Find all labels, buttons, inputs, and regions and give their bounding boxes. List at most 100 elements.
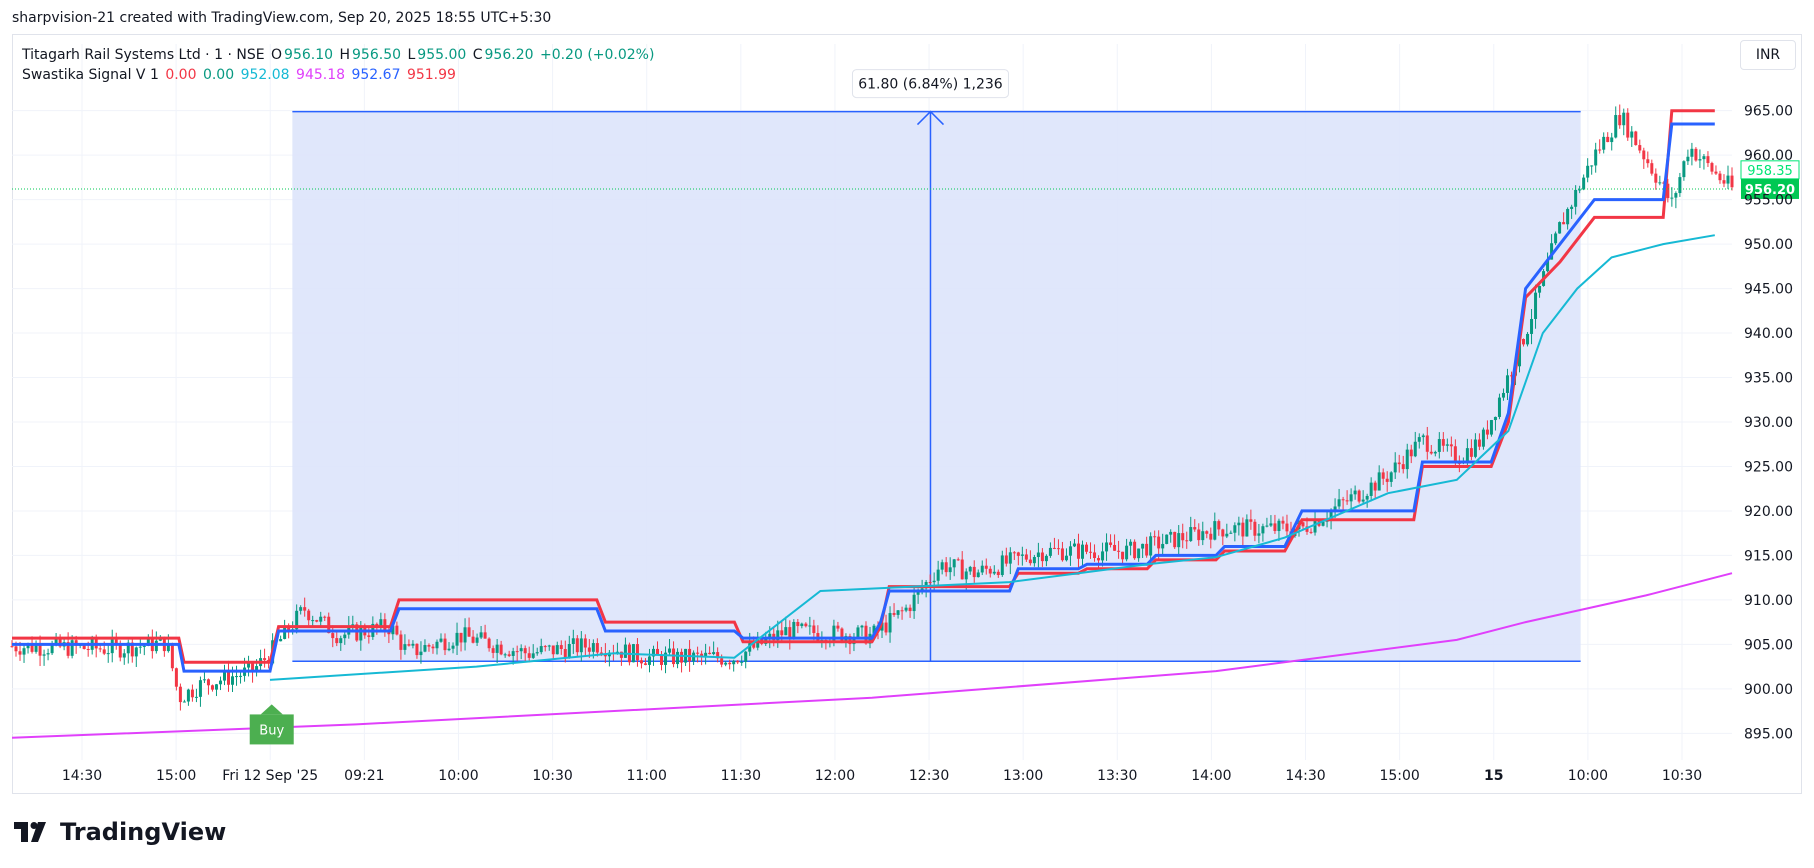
candle-body [1425, 435, 1429, 452]
candle-body [38, 645, 42, 656]
candle-body [1076, 543, 1080, 559]
candle-body [255, 666, 259, 673]
x-tick-label: 10:00 [1568, 768, 1608, 784]
candle-body [182, 701, 186, 703]
candle-body [202, 679, 206, 681]
candle-body [635, 644, 639, 661]
candle-body [134, 647, 138, 657]
candle-body [836, 625, 840, 629]
candle-body [391, 625, 395, 635]
candle-body [1550, 243, 1554, 260]
candle-body [543, 646, 547, 648]
candle-body [186, 689, 190, 702]
candle-body [1626, 112, 1630, 138]
x-tick-label: 14:30 [1285, 768, 1325, 784]
chart-frame[interactable] [12, 34, 1802, 794]
candle-body [1481, 429, 1485, 447]
candle-body [1413, 441, 1417, 457]
measure-tool: 61.80 (6.84%) 1,236 [292, 69, 1581, 663]
candle-body [1016, 552, 1020, 556]
x-tick-label: 15:00 [156, 768, 196, 784]
candle-body [1678, 177, 1682, 194]
candle-body [1281, 520, 1285, 524]
candle-body [455, 632, 459, 646]
candle-body [198, 680, 202, 697]
last-price-tag [1741, 178, 1799, 199]
candle-body [912, 594, 916, 612]
candle-body [720, 658, 724, 665]
candle-body [547, 645, 551, 647]
candle-body [776, 630, 780, 641]
low-label: L [407, 47, 416, 63]
indicator-lines [11, 109, 1733, 739]
candle-body [1052, 547, 1056, 549]
brand-name: TradingView [60, 818, 227, 846]
candle-body [471, 636, 475, 643]
candle-body [1201, 531, 1205, 541]
candle-body [491, 648, 495, 653]
candle-body [1698, 159, 1702, 161]
candle-body [1417, 437, 1421, 442]
candle-body [1686, 156, 1690, 162]
currency-button[interactable]: INR [1740, 40, 1796, 70]
candle-body [860, 625, 864, 628]
candle-body [519, 648, 523, 652]
y-tick-label: 950.00 [1744, 237, 1793, 253]
candle-body [1381, 472, 1385, 479]
candle-body [1590, 165, 1594, 167]
symbol-legend-row[interactable]: Titagarh Rail Systems Ltd · 1 · NSE O 956… [22, 45, 656, 65]
candle-body [1072, 543, 1076, 547]
candle-body [1056, 548, 1060, 550]
candle-body [10, 646, 14, 648]
candle-body [235, 676, 239, 678]
indicator-cyan-line [269, 234, 1715, 681]
candle-body [459, 632, 463, 643]
candle-body [1181, 533, 1185, 541]
candle-body [126, 642, 130, 654]
candle-body [395, 625, 399, 635]
candle-body [812, 625, 816, 634]
candle-body [114, 639, 118, 644]
candle-body [952, 559, 956, 568]
candle-body [1000, 555, 1004, 576]
candle-body [1365, 495, 1369, 500]
candle-body [399, 634, 403, 650]
candle-body [1562, 222, 1566, 225]
buy-badge [249, 714, 294, 745]
x-tick-label: 14:30 [62, 768, 102, 784]
candle-body [122, 653, 126, 658]
candle-body [1101, 551, 1105, 561]
indicator-legend-row[interactable]: Swastika Signal V 1 0.00 0.00 952.08 945… [22, 65, 656, 85]
candle-body [487, 638, 491, 649]
attribution-text: sharpvision-21 created with TradingView.… [12, 10, 552, 26]
candle-body [1622, 112, 1626, 126]
candle-body [1594, 149, 1598, 166]
candle-body [503, 654, 507, 656]
candle-body [443, 638, 447, 651]
indicator-red-line [12, 109, 1715, 664]
candle-body [1441, 439, 1445, 446]
candle-body [1574, 189, 1578, 207]
candle-body [1109, 542, 1113, 545]
candle-body [1730, 175, 1734, 188]
candle-body [1197, 529, 1201, 541]
candle-body [1658, 182, 1662, 184]
candle-body [1064, 555, 1068, 561]
candle-body [1265, 525, 1269, 527]
candle-body [1193, 527, 1197, 530]
candle-body [307, 610, 311, 621]
candle-body [996, 571, 1000, 576]
candle-body [247, 662, 251, 668]
candle-body [664, 652, 668, 665]
candle-body [367, 635, 371, 637]
tradingview-brand[interactable]: TradingView [14, 818, 226, 846]
candle-body [992, 571, 996, 574]
candle-body [1341, 499, 1345, 501]
candle-body [948, 567, 952, 573]
candle-body [527, 653, 531, 658]
candle-body [1477, 439, 1481, 447]
x-tick-label: 13:00 [1003, 768, 1043, 784]
x-tick-label: Fri 12 Sep '25 [222, 768, 318, 784]
candle-body [563, 649, 567, 658]
